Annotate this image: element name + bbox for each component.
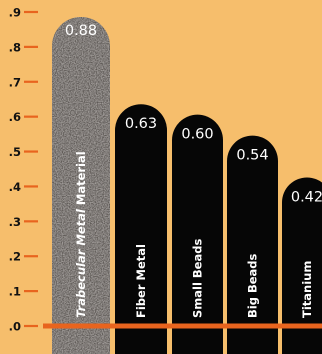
category-label: Small Beads: [191, 239, 205, 318]
bar-value-label: 0.42: [291, 189, 322, 205]
category-label-text: Material: [74, 151, 88, 209]
bar-value-label: 0.88: [65, 23, 97, 39]
y-tick-label: .6: [9, 110, 21, 124]
y-tick-label: .9: [9, 6, 21, 20]
category-label: Fiber Metal: [134, 244, 148, 318]
bar-value-label: 0.63: [125, 116, 157, 132]
category-label-text: Titanium: [300, 261, 314, 318]
category-label-text: Big Beads: [246, 254, 260, 319]
y-tick-label: .4: [9, 180, 21, 194]
y-tick-label: .5: [9, 145, 21, 159]
y-tick-label: .0: [9, 320, 21, 334]
category-label: Titanium: [300, 261, 314, 318]
y-tick-label: .3: [9, 215, 21, 229]
category-label-text: Small Beads: [191, 239, 205, 318]
category-label-text: Fiber Metal: [134, 244, 148, 318]
bar-value-label: 0.60: [181, 127, 213, 143]
category-label: Trabecular Metal Material: [74, 151, 88, 318]
bar-value-label: 0.54: [236, 148, 268, 164]
bar: [172, 114, 223, 354]
y-tick-label: .7: [9, 75, 21, 89]
bar: [227, 135, 278, 354]
category-label-italic: Trabecular Metal: [74, 208, 88, 318]
y-tick-label: .8: [9, 40, 21, 54]
bar: [115, 104, 167, 354]
category-label: Big Beads: [246, 254, 260, 319]
y-tick-label: .1: [9, 285, 21, 299]
bar: [282, 177, 322, 354]
bar: [52, 16, 110, 354]
y-tick-label: .2: [9, 250, 21, 264]
